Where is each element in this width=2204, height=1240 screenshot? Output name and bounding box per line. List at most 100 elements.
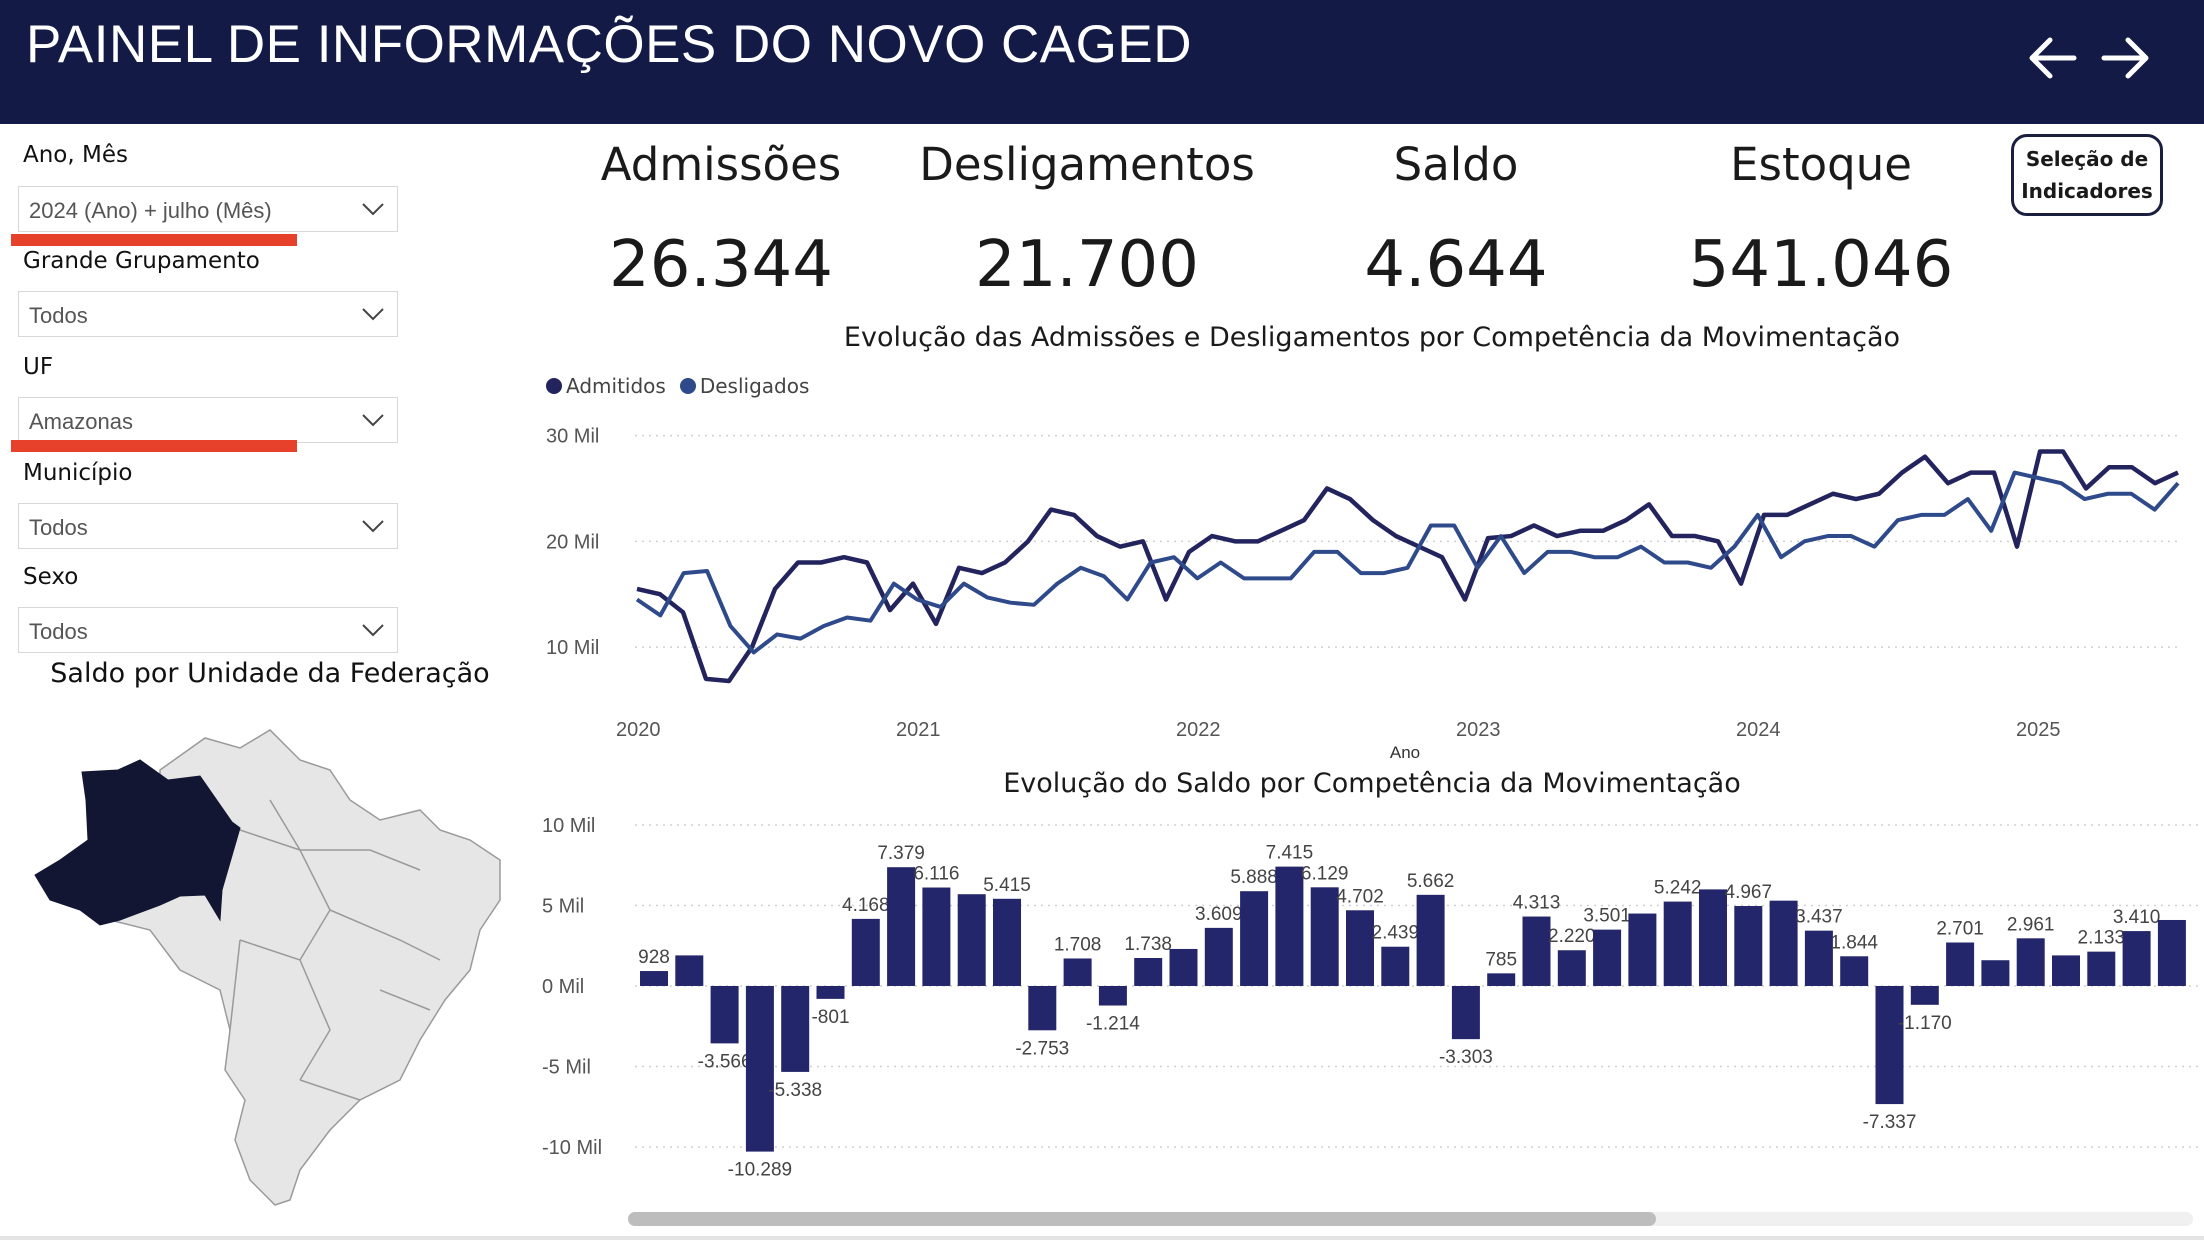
bar [1169, 948, 1198, 986]
map-state-amazonas[interactable] [34, 759, 241, 926]
chevron-down-icon [362, 308, 384, 321]
bar [1557, 950, 1586, 986]
bar-data-label: 5.662 [1407, 871, 1455, 892]
bar [2157, 919, 2186, 986]
bar [1381, 946, 1410, 986]
bar [2122, 931, 2151, 986]
filter-dropdown-grande-grupamento[interactable]: Todos [18, 291, 398, 337]
filter-value-ano-mes: 2024 (Ano) + julho (Mês) [29, 198, 272, 223]
brazil-map[interactable] [0, 700, 540, 1220]
bar-data-label: 7.379 [877, 843, 925, 864]
filter-label-grande-grupamento: Grande Grupamento [23, 248, 260, 274]
page-title: PAINEL DE INFORMAÇÕES DO NOVO CAGED [26, 15, 1193, 74]
bar [1028, 985, 1057, 1031]
bar [710, 985, 739, 1044]
bar [1134, 957, 1163, 986]
x-axis-title: Ano [1390, 743, 1420, 762]
y-tick-label: -5 Mil [542, 1056, 591, 1078]
bar-data-label: 4.702 [1336, 886, 1384, 907]
bar-data-label: -801 [811, 1007, 849, 1028]
bar-data-label: 2.220 [1548, 926, 1596, 947]
y-tick-label: 10 Mil [546, 637, 599, 659]
bar [1769, 900, 1798, 986]
x-tick-label: 2022 [1176, 719, 1221, 741]
y-tick-label: 5 Mil [542, 895, 584, 917]
bar [1522, 916, 1551, 986]
y-tick-label: 30 Mil [546, 426, 599, 448]
bar [1346, 910, 1374, 986]
bar-data-label: -1.214 [1086, 1014, 1140, 1035]
line-chart[interactable]: 10 Mil 20 Mil 30 Mil 2020 2021 2022 2023 2024 20… [540, 400, 2204, 770]
y-tick-label: 10 Mil [542, 815, 595, 837]
map-state-borders [229, 799, 441, 1101]
kpi-label-admissoes: Admissões [600, 138, 842, 191]
legend-item-admitidos[interactable]: Admitidos [546, 374, 666, 398]
bar [1981, 960, 2010, 986]
bar [1663, 901, 1692, 986]
filter-value-sexo: Todos [29, 619, 88, 644]
bar [1416, 894, 1445, 986]
kpi-label-desligamentos: Desligamentos [919, 138, 1255, 191]
bar [851, 918, 880, 986]
bar-data-label: 5.415 [983, 875, 1031, 896]
series-line-admitidos [636, 449, 2179, 684]
bar [1875, 985, 1904, 1105]
bar [922, 887, 951, 986]
series-line-desligados [635, 470, 2180, 655]
back-arrow-icon[interactable] [2024, 26, 2084, 90]
filter-value-uf: Amazonas [29, 409, 133, 434]
bar [1910, 985, 1939, 1005]
bar-data-label: 7.415 [1266, 843, 1314, 864]
bar-data-label: 1.844 [1830, 932, 1878, 953]
bar-data-label: 3.501 [1583, 906, 1631, 927]
indicator-selection-label-2: Indicadores [2021, 179, 2153, 203]
filter-label-uf: UF [23, 354, 54, 380]
bar [781, 985, 810, 1072]
filter-value-municipio: Todos [29, 515, 88, 540]
bar-data-label: 928 [638, 947, 670, 968]
bar-data-label: 1.738 [1124, 934, 1172, 955]
header-bar: PAINEL DE INFORMAÇÕES DO NOVO CAGED [0, 0, 2204, 124]
bar-data-label: -2.753 [1015, 1038, 1069, 1059]
bar [1628, 913, 1657, 986]
bar-data-label: 6.116 [913, 864, 959, 885]
line-chart-title: Evolução das Admissões e Desligamentos p… [843, 322, 1901, 353]
bar-data-label: 4.313 [1513, 893, 1561, 914]
bar-chart[interactable]: -10 Mil -5 Mil 0 Mil 5 Mil 10 Mil 928 -3.566 -1… [540, 800, 2204, 1200]
bar [2016, 938, 2045, 986]
bar-data-label: 2.133 [2078, 928, 2126, 949]
filter-dropdown-ano-mes[interactable]: 2024 (Ano) + julho (Mês) [18, 186, 398, 232]
kpi-value-estoque: 541.046 [1688, 228, 1954, 302]
map-title: Saldo por Unidade da Federação [50, 658, 490, 689]
bar-data-label: -3.303 [1439, 1047, 1493, 1068]
line-chart-legend: Admitidos Desligados [546, 374, 815, 398]
filter-dropdown-municipio[interactable]: Todos [18, 503, 398, 549]
highlight-underline [11, 440, 297, 452]
filter-dropdown-uf[interactable]: Amazonas [18, 397, 398, 443]
bar [1063, 958, 1092, 986]
bar-data-label: 4.168 [842, 895, 890, 916]
kpi-value-saldo: 4.644 [1364, 228, 1548, 302]
legend-dot-desligados [679, 378, 696, 394]
bar [1240, 891, 1269, 986]
bar-data-label: 6.129 [1301, 863, 1349, 884]
bar [1699, 889, 1727, 986]
bar [2087, 951, 2116, 986]
bar [1275, 866, 1304, 986]
x-tick-label: 2023 [1456, 719, 1501, 741]
forward-arrow-icon[interactable] [2094, 26, 2154, 90]
bar [1487, 973, 1516, 986]
bar-data-label: -3.566 [698, 1051, 752, 1072]
kpi-label-saldo: Saldo [1393, 138, 1519, 191]
bar-chart-title: Evolução do Saldo por Competência da Mov… [1003, 768, 1741, 799]
filter-dropdown-sexo[interactable]: Todos [18, 607, 398, 653]
indicator-selection-button[interactable]: Seleção de Indicadores [2011, 134, 2163, 216]
bar-data-label: 1.708 [1054, 934, 1102, 955]
legend-item-desligados[interactable]: Desligados [679, 374, 809, 398]
bar-data-label: 2.439 [1372, 923, 1420, 944]
bar [745, 985, 774, 1152]
bar-data-label: -1.170 [1898, 1013, 1952, 1034]
x-tick-label: 2021 [896, 719, 941, 741]
bar-data-label: 3.437 [1795, 907, 1843, 928]
chart-scrollbar-thumb[interactable] [628, 1212, 1656, 1226]
